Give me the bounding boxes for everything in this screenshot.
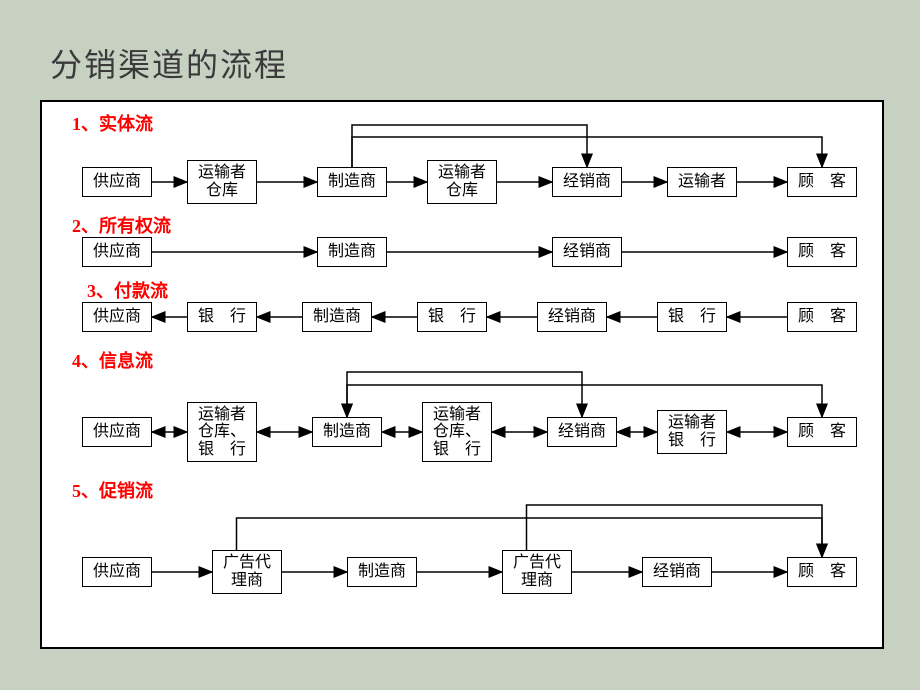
flow-node: 银 行 <box>417 302 487 332</box>
flow-node: 运输者 <box>667 167 737 197</box>
flow-node: 广告代 理商 <box>212 550 282 594</box>
section-label: 1、实体流 <box>72 110 153 136</box>
flow-node: 银 行 <box>657 302 727 332</box>
section-label: 4、信息流 <box>72 347 153 373</box>
flow-node: 运输者 仓库、 银 行 <box>187 402 257 462</box>
flow-node: 顾 客 <box>787 557 857 587</box>
flow-node: 供应商 <box>82 167 152 197</box>
flow-node: 运输者 银 行 <box>657 410 727 454</box>
section-label: 5、促销流 <box>72 477 153 503</box>
flow-node: 经销商 <box>537 302 607 332</box>
flow-node: 顾 客 <box>787 237 857 267</box>
page-title: 分销渠道的流程 <box>50 40 288 86</box>
flow-node: 制造商 <box>347 557 417 587</box>
flow-node: 顾 客 <box>787 167 857 197</box>
flow-node: 广告代 理商 <box>502 550 572 594</box>
flow-node: 顾 客 <box>787 417 857 447</box>
flow-node: 运输者 仓库 <box>187 160 257 204</box>
flow-node: 经销商 <box>552 167 622 197</box>
section-label: 3、付款流 <box>87 277 168 303</box>
flow-node: 经销商 <box>552 237 622 267</box>
flow-node: 运输者 仓库、 银 行 <box>422 402 492 462</box>
flow-node: 制造商 <box>312 417 382 447</box>
section-label: 2、所有权流 <box>72 212 171 238</box>
flow-node: 运输者 仓库 <box>427 160 497 204</box>
flow-node: 供应商 <box>82 417 152 447</box>
flow-node: 银 行 <box>187 302 257 332</box>
flow-node: 制造商 <box>317 167 387 197</box>
flow-node: 经销商 <box>547 417 617 447</box>
flow-node: 供应商 <box>82 557 152 587</box>
flow-node: 供应商 <box>82 302 152 332</box>
diagram-frame: 1、实体流2、所有权流3、付款流4、信息流5、促销流供应商运输者 仓库制造商运输… <box>40 100 884 649</box>
flow-node: 供应商 <box>82 237 152 267</box>
flow-node: 经销商 <box>642 557 712 587</box>
flow-node: 顾 客 <box>787 302 857 332</box>
flow-node: 制造商 <box>317 237 387 267</box>
flow-node: 制造商 <box>302 302 372 332</box>
